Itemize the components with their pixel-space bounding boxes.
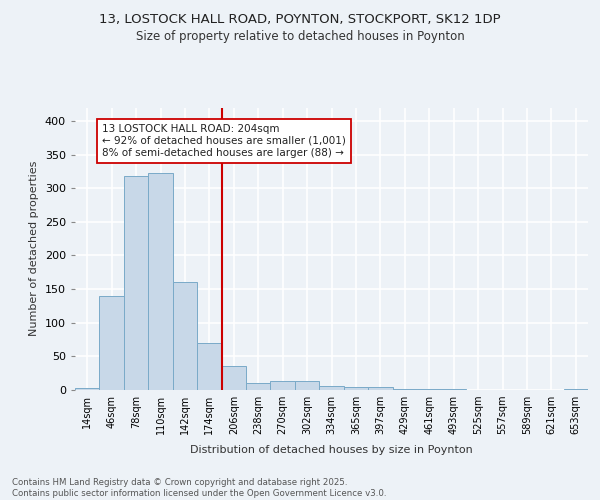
Bar xyxy=(368,388,392,390)
Bar xyxy=(124,176,148,390)
Bar xyxy=(197,343,221,390)
Text: Size of property relative to detached houses in Poynton: Size of property relative to detached ho… xyxy=(136,30,464,43)
Bar xyxy=(173,282,197,390)
Bar xyxy=(295,380,319,390)
Bar xyxy=(563,388,588,390)
Text: 13, LOSTOCK HALL ROAD, POYNTON, STOCKPORT, SK12 1DP: 13, LOSTOCK HALL ROAD, POYNTON, STOCKPOR… xyxy=(99,12,501,26)
Text: 13 LOSTOCK HALL ROAD: 204sqm
← 92% of detached houses are smaller (1,001)
8% of : 13 LOSTOCK HALL ROAD: 204sqm ← 92% of de… xyxy=(102,124,346,158)
X-axis label: Distribution of detached houses by size in Poynton: Distribution of detached houses by size … xyxy=(190,446,473,456)
Bar xyxy=(271,380,295,390)
Bar xyxy=(100,296,124,390)
Bar xyxy=(221,366,246,390)
Bar xyxy=(148,174,173,390)
Y-axis label: Number of detached properties: Number of detached properties xyxy=(29,161,39,336)
Bar xyxy=(344,386,368,390)
Bar xyxy=(75,388,100,390)
Bar xyxy=(246,384,271,390)
Bar xyxy=(319,386,344,390)
Text: Contains HM Land Registry data © Crown copyright and database right 2025.
Contai: Contains HM Land Registry data © Crown c… xyxy=(12,478,386,498)
